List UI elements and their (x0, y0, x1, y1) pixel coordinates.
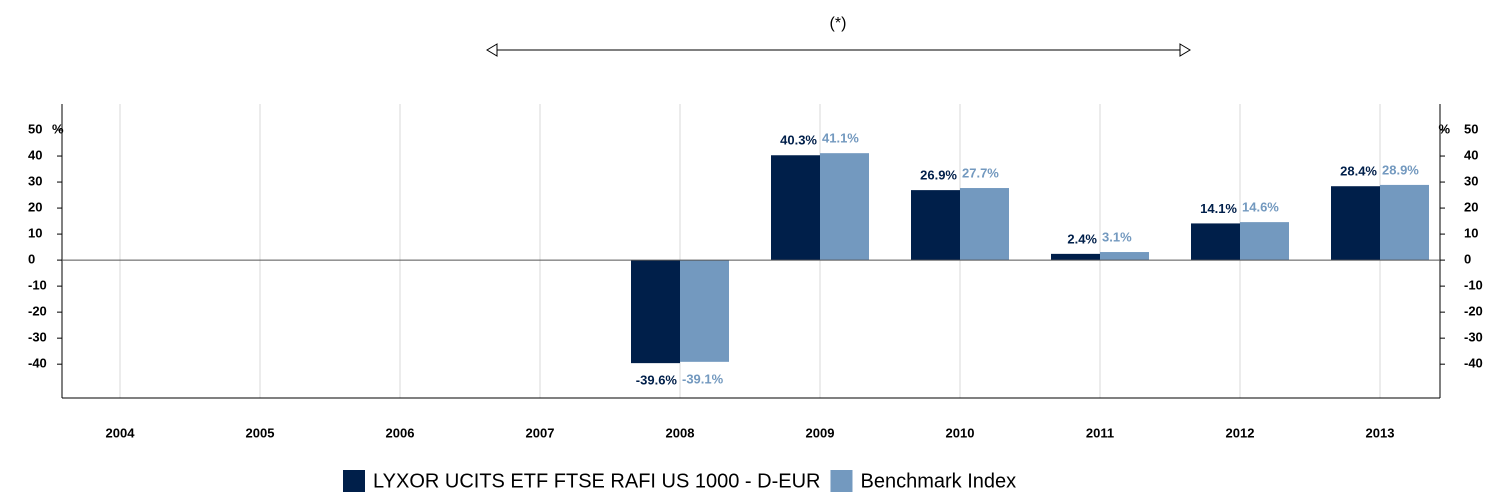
value-label: 40.3% (780, 133, 817, 148)
x-tick-label: 2008 (666, 425, 695, 440)
y2-tick-label: 20 (1464, 200, 1478, 215)
value-label: -39.1% (682, 371, 724, 386)
y-tick-label: 50 (28, 121, 42, 136)
value-label: 14.6% (1242, 200, 1279, 215)
legend-label: LYXOR UCITS ETF FTSE RAFI US 1000 - D-EU… (373, 470, 820, 492)
y-tick-label: -30 (28, 330, 47, 345)
x-tick-label: 2012 (1226, 425, 1255, 440)
bar (631, 260, 680, 364)
x-tick-label: 2004 (106, 425, 136, 440)
value-label: 41.1% (822, 131, 859, 146)
y-axis-unit: % (52, 121, 64, 136)
value-label: 26.9% (920, 168, 957, 183)
legend-label: Benchmark Index (860, 470, 1016, 492)
y-tick-label: -20 (28, 304, 47, 319)
x-tick-label: 2005 (246, 425, 275, 440)
y-tick-label: 10 (28, 226, 42, 241)
y2-tick-label: 40 (1464, 147, 1478, 162)
value-label: 28.9% (1382, 162, 1419, 177)
value-label: -39.6% (636, 373, 678, 388)
value-label: 3.1% (1102, 229, 1132, 244)
bar (1331, 186, 1380, 261)
y-tick-label: -40 (28, 356, 47, 371)
legend-swatch (830, 470, 853, 492)
y2-tick-label: 10 (1464, 226, 1478, 241)
x-tick-label: 2011 (1086, 425, 1114, 440)
annotation: (*) (830, 15, 847, 32)
value-label: 14.1% (1200, 201, 1237, 216)
value-label: 2.4% (1067, 231, 1097, 246)
y2-tick-label: -40 (1464, 356, 1483, 371)
y2-tick-label: -30 (1464, 330, 1483, 345)
x-tick-label: 2013 (1366, 425, 1395, 440)
y-tick-label: 20 (28, 200, 42, 215)
value-label: 28.4% (1340, 164, 1377, 179)
bar (1380, 184, 1429, 261)
x-tick-label: 2006 (386, 425, 415, 440)
bar (771, 155, 820, 261)
bar (680, 260, 729, 362)
bar (1051, 253, 1100, 261)
y-tick-label: 0 (28, 252, 35, 267)
bar (911, 190, 960, 261)
x-tick-label: 2009 (806, 425, 835, 440)
annotation-arrow (486, 43, 1191, 57)
bar (1240, 222, 1289, 261)
y-tick-label: -10 (28, 278, 47, 293)
value-label: 27.7% (962, 165, 999, 180)
y-tick-label: 40 (28, 147, 42, 162)
x-tick-label: 2007 (526, 425, 555, 440)
y2-tick-label: 0 (1464, 252, 1471, 267)
y2-tick-label: -10 (1464, 278, 1483, 293)
bar (960, 188, 1009, 261)
y-tick-label: 30 (28, 173, 42, 188)
y2-tick-label: -20 (1464, 304, 1483, 319)
y2-tick-label: 50 (1464, 121, 1478, 136)
y2-tick-label: 30 (1464, 173, 1478, 188)
x-tick-label: 2010 (946, 425, 975, 440)
bar (1100, 252, 1149, 261)
y2-axis-unit: % (1438, 121, 1450, 136)
bar (1191, 223, 1240, 261)
bar (820, 153, 869, 261)
legend-swatch (343, 470, 365, 492)
